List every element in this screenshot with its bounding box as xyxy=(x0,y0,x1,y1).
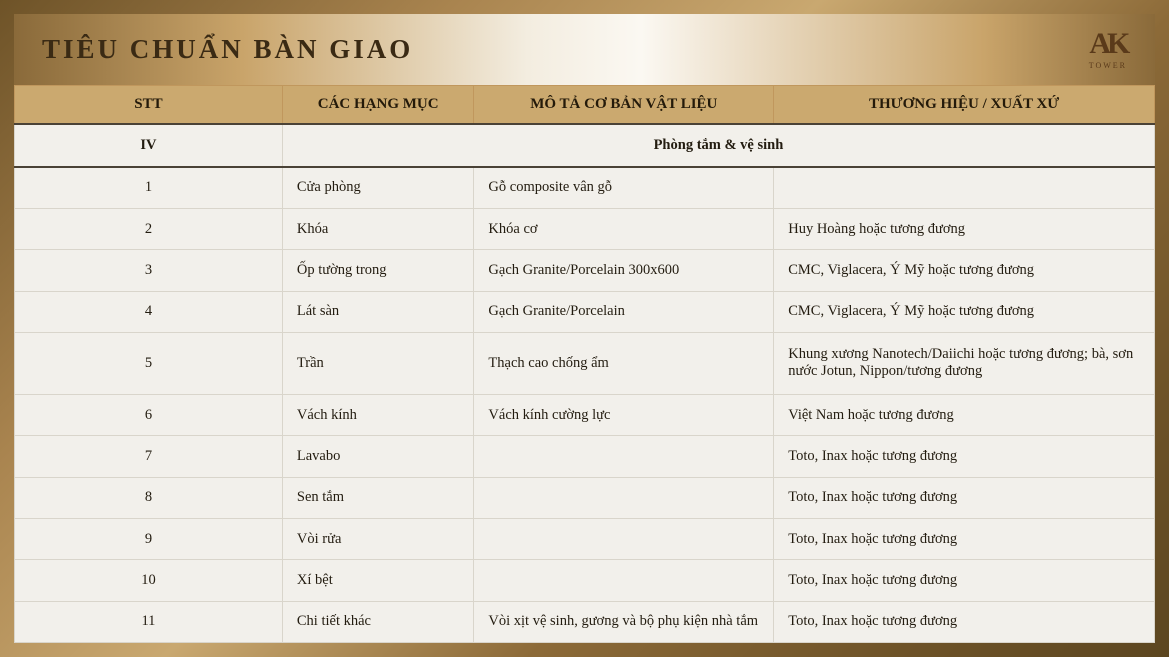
document-frame: TIÊU CHUẨN BÀN GIAO AK TOWER STT CÁC HẠN… xyxy=(14,14,1155,643)
row-thuonghieu: CMC, Viglacera, Ý Mỹ hoặc tương đương xyxy=(774,250,1155,291)
row-stt: 6 xyxy=(15,394,283,435)
page-title: TIÊU CHUẨN BÀN GIAO xyxy=(42,34,413,65)
row-mota xyxy=(474,477,774,518)
row-stt: 8 xyxy=(15,477,283,518)
row-thuonghieu xyxy=(774,167,1155,209)
row-stt: 1 xyxy=(15,167,283,209)
row-thuonghieu: Việt Nam hoặc tương đương xyxy=(774,394,1155,435)
row-hangmuc: Xí bệt xyxy=(282,560,474,601)
row-thuonghieu: Toto, Inax hoặc tương đương xyxy=(774,560,1155,601)
table-row[interactable]: 6 Vách kính Vách kính cường lực Việt Nam… xyxy=(15,394,1155,435)
row-stt: 7 xyxy=(15,436,283,477)
section-label: Phòng tắm & vệ sinh xyxy=(282,124,1154,167)
row-thuonghieu: Huy Hoàng hoặc tương đương xyxy=(774,208,1155,249)
row-stt: 11 xyxy=(15,601,283,642)
row-mota: Thạch cao chống ẩm xyxy=(474,332,774,394)
row-hangmuc: Cửa phòng xyxy=(282,167,474,209)
table-row[interactable]: 2 Khóa Khóa cơ Huy Hoàng hoặc tương đươn… xyxy=(15,208,1155,249)
standards-table[interactable]: STT CÁC HẠNG MỤC MÔ TẢ CƠ BẢN VẬT LIỆU T… xyxy=(14,85,1155,643)
row-mota xyxy=(474,560,774,601)
row-thuonghieu: Toto, Inax hoặc tương đương xyxy=(774,477,1155,518)
column-header-hangmuc: CÁC HẠNG MỤC xyxy=(282,86,474,125)
header-banner: TIÊU CHUẨN BÀN GIAO AK TOWER xyxy=(14,14,1155,85)
row-hangmuc: Lát sàn xyxy=(282,291,474,332)
table-row[interactable]: 5 Trần Thạch cao chống ẩm Khung xương Na… xyxy=(15,332,1155,394)
row-hangmuc: Vòi rửa xyxy=(282,518,474,559)
table-row[interactable]: 4 Lát sàn Gạch Granite/Porcelain CMC, Vi… xyxy=(15,291,1155,332)
section-divider-row: IV Phòng tắm & vệ sinh xyxy=(15,124,1155,167)
row-stt: 3 xyxy=(15,250,283,291)
row-hangmuc: Trần xyxy=(282,332,474,394)
row-mota: Khóa cơ xyxy=(474,208,774,249)
table-row[interactable]: 9 Vòi rửa Toto, Inax hoặc tương đương xyxy=(15,518,1155,559)
row-thuonghieu: Toto, Inax hoặc tương đương xyxy=(774,436,1155,477)
row-hangmuc: Chi tiết khác xyxy=(282,601,474,642)
table-row[interactable]: 7 Lavabo Toto, Inax hoặc tương đương xyxy=(15,436,1155,477)
row-mota: Vách kính cường lực xyxy=(474,394,774,435)
row-hangmuc: Khóa xyxy=(282,208,474,249)
column-header-thuonghieu: THƯƠNG HIỆU / XUẤT XỨ xyxy=(774,86,1155,125)
row-mota: Vòi xịt vệ sinh, gương và bộ phụ kiện nh… xyxy=(474,601,774,642)
section-number: IV xyxy=(15,124,283,167)
row-hangmuc: Lavabo xyxy=(282,436,474,477)
row-mota: Gạch Granite/Porcelain 300x600 xyxy=(474,250,774,291)
row-thuonghieu: Toto, Inax hoặc tương đương xyxy=(774,518,1155,559)
logo-sub-text: TOWER xyxy=(1089,61,1127,70)
row-mota xyxy=(474,436,774,477)
table-row[interactable]: 1 Cửa phòng Gỗ composite vân gỗ xyxy=(15,167,1155,209)
column-header-stt: STT xyxy=(15,86,283,125)
table-header-row: STT CÁC HẠNG MỤC MÔ TẢ CƠ BẢN VẬT LIỆU T… xyxy=(15,86,1155,125)
row-hangmuc: Ốp tường trong xyxy=(282,250,474,291)
company-logo: AK TOWER xyxy=(1089,29,1127,70)
row-stt: 4 xyxy=(15,291,283,332)
row-mota: Gạch Granite/Porcelain xyxy=(474,291,774,332)
row-thuonghieu: CMC, Viglacera, Ý Mỹ hoặc tương đương xyxy=(774,291,1155,332)
row-mota xyxy=(474,518,774,559)
table-row[interactable]: 8 Sen tắm Toto, Inax hoặc tương đương xyxy=(15,477,1155,518)
row-thuonghieu: Khung xương Nanotech/Daiichi hoặc tương … xyxy=(774,332,1155,394)
table-row[interactable]: 11 Chi tiết khác Vòi xịt vệ sinh, gương … xyxy=(15,601,1155,642)
row-stt: 9 xyxy=(15,518,283,559)
table-row[interactable]: 3 Ốp tường trong Gạch Granite/Porcelain … xyxy=(15,250,1155,291)
row-hangmuc: Vách kính xyxy=(282,394,474,435)
logo-mark-text: AK xyxy=(1089,29,1126,59)
table-row[interactable]: 10 Xí bệt Toto, Inax hoặc tương đương xyxy=(15,560,1155,601)
row-stt: 5 xyxy=(15,332,283,394)
row-mota: Gỗ composite vân gỗ xyxy=(474,167,774,209)
row-stt: 2 xyxy=(15,208,283,249)
row-hangmuc: Sen tắm xyxy=(282,477,474,518)
row-stt: 10 xyxy=(15,560,283,601)
column-header-mota: MÔ TẢ CƠ BẢN VẬT LIỆU xyxy=(474,86,774,125)
row-thuonghieu: Toto, Inax hoặc tương đương xyxy=(774,601,1155,642)
